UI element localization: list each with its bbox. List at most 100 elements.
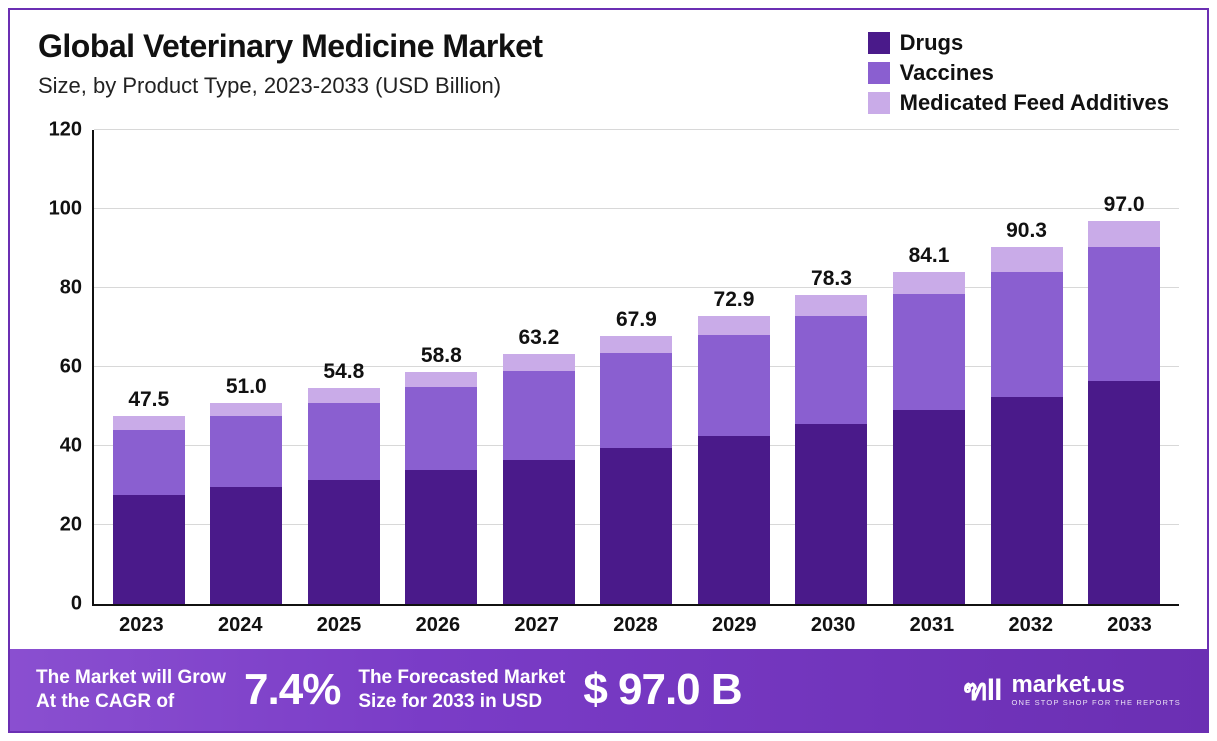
legend-swatch [868, 92, 890, 114]
segment-vaccines [795, 316, 867, 425]
legend-swatch [868, 32, 890, 54]
brand-text: market.us ONE STOP SHOP FOR THE REPORTS [1011, 673, 1181, 707]
x-axis: 2023202420252026202720282029203020312032… [10, 606, 1207, 637]
legend-swatch [868, 62, 890, 84]
brand-tagline: ONE STOP SHOP FOR THE REPORTS [1011, 699, 1181, 707]
chart-frame: Global Veterinary Medicine Market Size, … [8, 8, 1209, 733]
plot-area: 47.5 51.0 54.8 58.8 63.2 67.9 72.9 78.3 84.1 90.3… [92, 130, 1179, 606]
segment-vaccines [698, 335, 770, 436]
x-tick: 2025 [300, 614, 378, 637]
x-tick: 2028 [596, 614, 674, 637]
bar-total-label: 58.8 [421, 344, 462, 368]
forecast-label: The Forecasted Market Size for 2033 in U… [358, 666, 565, 714]
segment-drugs [308, 480, 380, 604]
legend-item: Drugs [868, 30, 1169, 56]
segment-additives [893, 272, 965, 294]
bar-group: 54.8 [305, 388, 383, 604]
segment-additives [1088, 221, 1160, 247]
y-tick: 60 [60, 356, 82, 379]
forecast-value: $ 97.0 B [583, 665, 741, 715]
bar-stack: 78.3 [795, 295, 867, 604]
segment-additives [600, 336, 672, 353]
segment-drugs [503, 460, 575, 604]
x-tick: 2032 [992, 614, 1070, 637]
segment-additives [991, 247, 1063, 272]
x-tick: 2024 [201, 614, 279, 637]
bar-total-label: 51.0 [226, 375, 267, 399]
cagr-label: The Market will Grow At the CAGR of [36, 666, 226, 714]
bar-stack: 54.8 [308, 388, 380, 604]
segment-drugs [113, 495, 185, 604]
header-row: Global Veterinary Medicine Market Size, … [10, 10, 1207, 116]
chart-subtitle: Size, by Product Type, 2023-2033 (USD Bi… [38, 73, 868, 99]
bar-stack: 97.0 [1088, 221, 1160, 604]
bar-group: 51.0 [207, 403, 285, 604]
cagr-value: 7.4% [244, 665, 340, 715]
segment-additives [503, 354, 575, 371]
segment-vaccines [600, 353, 672, 448]
segment-vaccines [991, 272, 1063, 396]
y-tick: 0 [71, 593, 82, 616]
segment-drugs [1088, 381, 1160, 604]
bar-total-label: 97.0 [1104, 193, 1145, 217]
bar-stack: 58.8 [405, 372, 477, 604]
segment-vaccines [503, 371, 575, 460]
chart-title: Global Veterinary Medicine Market [38, 28, 868, 65]
bar-total-label: 63.2 [518, 326, 559, 350]
brand-logo-icon: ฑll [963, 667, 1002, 714]
segment-drugs [210, 487, 282, 604]
segment-vaccines [210, 416, 282, 487]
y-tick: 20 [60, 514, 82, 537]
segment-additives [308, 388, 380, 403]
y-axis: 020406080100120 [38, 130, 92, 606]
segment-additives [113, 416, 185, 430]
bar-total-label: 72.9 [714, 288, 755, 312]
bar-group: 97.0 [1085, 221, 1163, 604]
segment-drugs [991, 397, 1063, 604]
chart-area: 020406080100120 47.551.054.858.863.267.9… [10, 116, 1207, 606]
bar-stack: 72.9 [698, 316, 770, 604]
segment-drugs [405, 470, 477, 604]
segment-drugs [698, 436, 770, 604]
y-tick: 120 [49, 119, 82, 142]
bar-stack: 84.1 [893, 272, 965, 604]
bar-group: 84.1 [890, 272, 968, 604]
bar-total-label: 54.8 [323, 360, 364, 384]
x-tick: 2026 [399, 614, 477, 637]
legend-label: Drugs [900, 30, 964, 56]
brand-block: ฑll market.us ONE STOP SHOP FOR THE REPO… [963, 667, 1181, 714]
bar-group: 72.9 [695, 316, 773, 604]
segment-additives [405, 372, 477, 387]
legend: DrugsVaccinesMedicated Feed Additives [868, 28, 1179, 116]
segment-additives [795, 295, 867, 316]
segment-vaccines [1088, 247, 1160, 381]
bar-stack: 47.5 [113, 416, 185, 604]
x-tick: 2029 [695, 614, 773, 637]
segment-additives [698, 316, 770, 335]
segment-vaccines [113, 430, 185, 495]
segment-drugs [600, 448, 672, 604]
bar-stack: 67.9 [600, 336, 672, 604]
bar-group: 67.9 [597, 336, 675, 604]
bar-stack: 90.3 [991, 247, 1063, 604]
x-tick: 2027 [498, 614, 576, 637]
title-block: Global Veterinary Medicine Market Size, … [38, 28, 868, 116]
bar-total-label: 67.9 [616, 308, 657, 332]
segment-vaccines [893, 294, 965, 411]
y-tick: 100 [49, 198, 82, 221]
bar-total-label: 90.3 [1006, 219, 1047, 243]
y-tick: 80 [60, 277, 82, 300]
brand-name: market.us [1011, 673, 1181, 697]
bar-group: 47.5 [110, 416, 188, 604]
x-tick: 2031 [893, 614, 971, 637]
bar-stack: 51.0 [210, 403, 282, 604]
bar-total-label: 84.1 [909, 244, 950, 268]
bar-total-label: 78.3 [811, 267, 852, 291]
segment-drugs [893, 410, 965, 604]
bar-group: 58.8 [402, 372, 480, 604]
segment-vaccines [405, 387, 477, 470]
x-tick: 2023 [102, 614, 180, 637]
y-tick: 40 [60, 435, 82, 458]
footer-banner: The Market will Grow At the CAGR of 7.4%… [10, 649, 1207, 731]
bars-container: 47.5 51.0 54.8 58.8 63.2 67.9 72.9 78.3 84.1 90.3… [94, 130, 1179, 604]
